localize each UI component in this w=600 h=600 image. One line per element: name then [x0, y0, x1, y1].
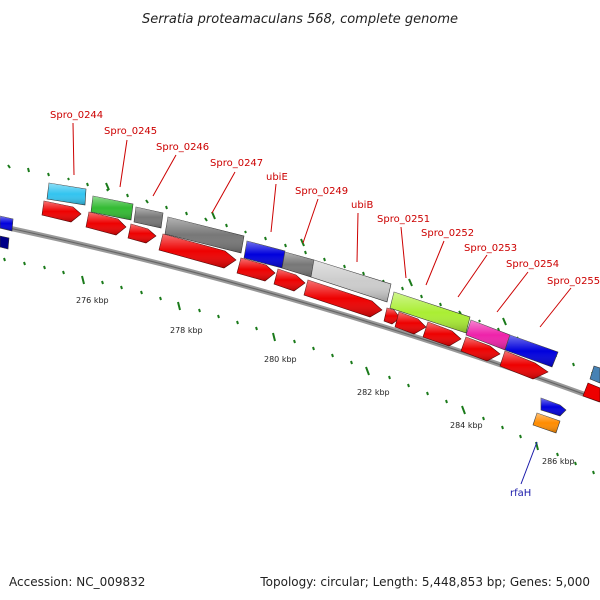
tick-label-280: 280 kbp	[264, 355, 297, 364]
gene-block-spro-0247[interactable]	[164, 216, 245, 254]
gene-block-spro-0245[interactable]	[90, 195, 134, 221]
cds-arrow[interactable]	[273, 268, 306, 292]
gene-block-spro-0249[interactable]	[281, 251, 315, 278]
cds-arrow[interactable]	[582, 382, 600, 403]
tick-label-276: 276 kbp	[76, 296, 109, 305]
cds-arrow[interactable]	[383, 307, 401, 325]
edge-genes-left	[0, 215, 14, 250]
cds-arrow[interactable]	[236, 257, 276, 282]
gene-block-ubib[interactable]	[310, 259, 392, 303]
gene-label-spro-0246[interactable]: Spro_0246	[156, 142, 209, 153]
gene-block-edge-right[interactable]	[589, 365, 600, 384]
gene-block-spro-0244[interactable]	[46, 182, 87, 206]
gene-label-ubie[interactable]: ubiE	[266, 172, 288, 183]
cds-arrow[interactable]	[394, 311, 427, 335]
tick-label-286: 286 kbp	[542, 457, 575, 466]
cds-arrow[interactable]	[460, 336, 501, 362]
gene-label-spro-0245[interactable]: Spro_0245	[104, 126, 157, 137]
gene-label-spro-0255[interactable]: Spro_0255	[547, 276, 600, 287]
genome-summary-text: Topology: circular; Length: 5,448,853 bp…	[259, 575, 590, 589]
tick-label-284: 284 kbp	[450, 421, 483, 430]
cds-arrow[interactable]	[499, 350, 549, 380]
map-title: Serratia proteamaculans 568, complete ge…	[142, 12, 458, 27]
feature-track	[46, 182, 600, 384]
gene-label-spro-0252[interactable]: Spro_0252	[421, 228, 474, 239]
gene-block-rfah-blue[interactable]	[540, 397, 567, 417]
gene-block-rfah[interactable]	[532, 412, 561, 434]
accession-text: Accession: NC_009832	[9, 575, 145, 589]
gene-block-spro-0251[interactable]	[389, 291, 471, 334]
cds-arrow[interactable]	[158, 233, 237, 269]
tick-label-278: 278 kbp	[170, 326, 203, 335]
gene-label-rfah[interactable]: rfaH	[510, 488, 531, 499]
cds-arrow[interactable]	[127, 223, 157, 244]
gene-label-spro-0251[interactable]: Spro_0251	[377, 214, 430, 225]
tick-label-282: 282 kbp	[357, 388, 390, 397]
gene-block-spro-0246[interactable]	[133, 206, 164, 229]
cds-arrow[interactable]	[85, 211, 127, 236]
gene-label-ubib[interactable]: ubiB	[351, 200, 373, 211]
gene-label-spro-0249[interactable]: Spro_0249	[295, 186, 348, 197]
cds-arrow[interactable]	[41, 200, 82, 223]
cds-track	[41, 200, 600, 403]
gene-label-spro-0253[interactable]: Spro_0253	[464, 243, 517, 254]
reverse-track	[532, 397, 567, 434]
gene-label-spro-0247[interactable]: Spro_0247	[210, 158, 263, 169]
gene-label-spro-0244[interactable]: Spro_0244	[50, 110, 103, 121]
cds-arrow[interactable]	[303, 279, 383, 318]
cds-arrow[interactable]	[422, 321, 462, 347]
gene-label-spro-0254[interactable]: Spro_0254	[506, 259, 559, 270]
gene-labels: Spro_0244 Spro_0245 Spro_0246 Spro_0247 …	[50, 110, 600, 499]
gene-block-spro-0254[interactable]	[504, 334, 559, 368]
label-leaders	[72, 122, 572, 485]
